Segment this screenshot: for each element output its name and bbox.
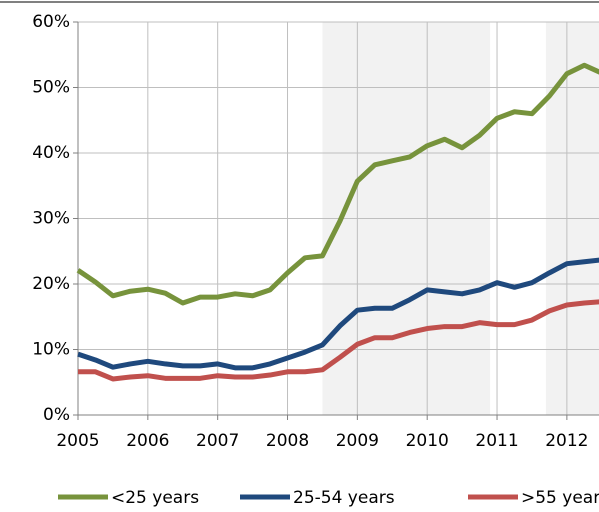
legend-label: <25 years [111,488,199,508]
x-tick-label: 2006 [126,431,169,451]
y-tick-label: 40% [32,143,70,163]
x-tick-label: 2010 [406,431,449,451]
x-tick-label: 2007 [196,431,239,451]
y-tick-label: 60% [32,12,70,32]
legend-label: 25-54 years [293,488,395,508]
series-line [78,299,599,382]
series-line [77,257,599,371]
y-tick-label: 20% [32,274,70,294]
series-line [76,62,599,306]
x-tick-label: 2009 [336,431,379,451]
legend-label: >55 years [521,488,599,508]
y-tick-label: 10% [32,340,70,360]
y-tick-label: 50% [32,78,70,98]
x-tick-label: 2011 [475,431,518,451]
x-tick-label: 2012 [545,431,588,451]
x-tick-label: 2005 [56,431,99,451]
y-tick-label: 0% [43,405,70,425]
y-tick-label: 30% [32,209,70,229]
x-tick-label: 2008 [266,431,309,451]
